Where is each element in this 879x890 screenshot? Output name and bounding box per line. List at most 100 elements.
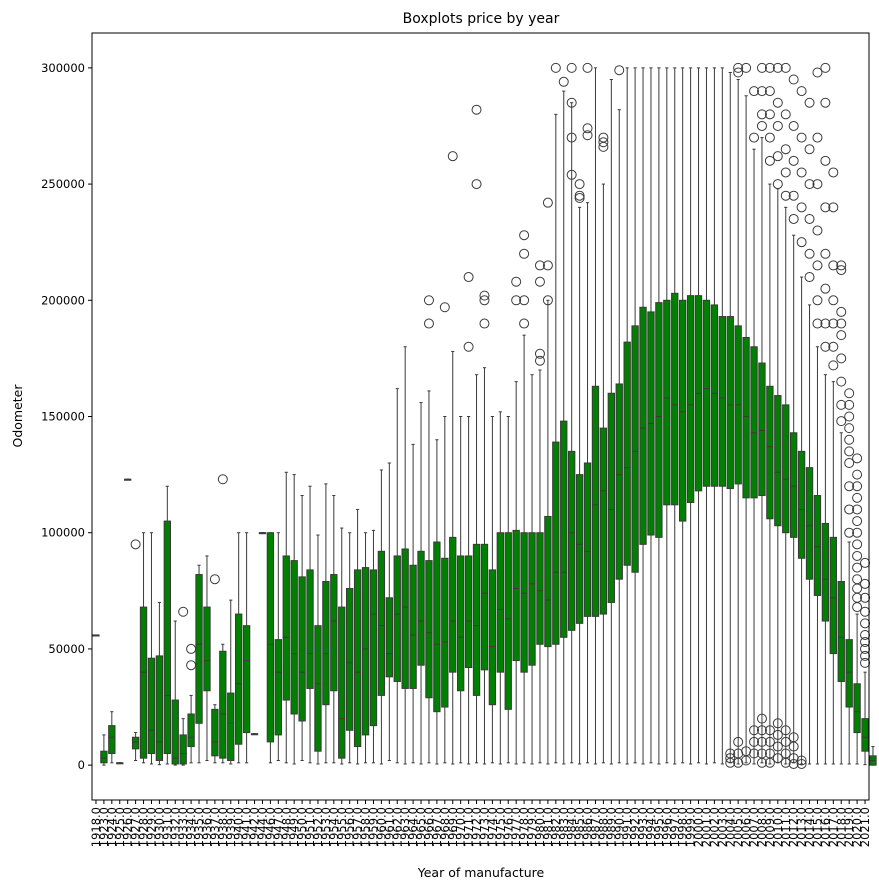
outlier-point bbox=[844, 388, 855, 399]
outlier-point bbox=[209, 574, 220, 585]
x-tick-label: 1963.0 bbox=[398, 807, 412, 847]
outlier-point bbox=[733, 67, 744, 78]
box-iqr bbox=[591, 385, 600, 617]
box-iqr bbox=[552, 441, 560, 645]
box-iqr bbox=[100, 750, 108, 764]
x-tick-label: 1953.0 bbox=[319, 807, 333, 847]
box-1949.0 bbox=[290, 474, 298, 765]
box-iqr bbox=[155, 655, 164, 761]
x-tick-label: 1939.0 bbox=[224, 807, 238, 847]
box-iqr bbox=[726, 316, 734, 490]
outlier-point bbox=[860, 592, 871, 603]
box-iqr bbox=[417, 550, 425, 666]
x-tick-label: 1975.0 bbox=[493, 807, 507, 847]
box-1989.0 bbox=[607, 78, 615, 765]
box-1973.0 bbox=[479, 290, 490, 765]
outlier-point bbox=[852, 527, 863, 538]
outlier-point bbox=[820, 248, 831, 259]
box-1948.0 bbox=[282, 471, 290, 764]
box-iqr bbox=[409, 564, 417, 689]
box-1941.0 bbox=[242, 532, 251, 764]
box-iqr bbox=[195, 574, 203, 724]
box-iqr bbox=[639, 306, 647, 545]
box-2009.0 bbox=[764, 62, 775, 768]
box-2007.0 bbox=[749, 86, 760, 765]
outlier-point bbox=[772, 97, 783, 108]
outlier-point bbox=[788, 190, 799, 201]
box-1932.0 bbox=[171, 620, 179, 766]
box-2010.0 bbox=[772, 62, 783, 764]
x-tick-label: 2011.0 bbox=[779, 807, 793, 847]
outlier-point bbox=[844, 504, 855, 515]
x-tick-label: 1970.0 bbox=[454, 807, 468, 847]
box-iqr bbox=[742, 336, 750, 499]
outlier-point bbox=[733, 62, 744, 73]
box-1936.0 bbox=[203, 555, 211, 761]
box-1953.0 bbox=[322, 483, 330, 764]
x-tick-label: 1946.0 bbox=[263, 807, 277, 847]
outlier-point bbox=[772, 753, 783, 764]
outlier-point bbox=[566, 169, 577, 180]
x-tick-label: 1957.0 bbox=[351, 807, 365, 847]
x-tick-label: 1966.0 bbox=[422, 807, 436, 847]
box-iqr bbox=[575, 474, 584, 624]
box-iqr bbox=[306, 569, 314, 689]
x-tick-label: 1958.0 bbox=[359, 807, 373, 847]
box-iqr bbox=[393, 555, 401, 682]
outlier-point bbox=[582, 62, 593, 73]
x-tick-label: 1955.0 bbox=[335, 807, 349, 847]
box-1960.0 bbox=[377, 469, 386, 765]
x-tick-label: 1964.0 bbox=[406, 807, 420, 847]
box-iqr bbox=[472, 543, 481, 696]
outlier-point bbox=[820, 202, 831, 213]
box-iqr bbox=[361, 567, 370, 736]
x-tick-label: 1947.0 bbox=[271, 807, 285, 847]
outlier-point bbox=[756, 86, 767, 97]
outlier-point bbox=[550, 62, 561, 73]
box-iqr bbox=[322, 581, 330, 706]
box-2003.0 bbox=[718, 67, 726, 765]
x-tick-label: 1933.0 bbox=[176, 807, 190, 847]
outlier-point bbox=[836, 306, 847, 317]
outlier-point bbox=[423, 318, 434, 329]
box-1926.0 bbox=[124, 478, 132, 481]
outlier-point bbox=[796, 237, 807, 248]
outlier-point bbox=[741, 62, 752, 73]
x-tick-label: 2018.0 bbox=[834, 807, 848, 847]
box-iqr bbox=[298, 576, 306, 722]
x-tick-label: 1965.0 bbox=[414, 807, 428, 847]
x-tick-label: 1991.0 bbox=[620, 807, 634, 847]
outlier-point bbox=[566, 62, 577, 73]
box-iqr bbox=[108, 725, 116, 755]
x-tick-label: 1988.0 bbox=[596, 807, 610, 847]
x-tick-label: 1940.0 bbox=[232, 807, 246, 847]
outlier-point bbox=[788, 213, 799, 224]
outlier-point bbox=[574, 179, 585, 190]
outlier-point bbox=[519, 248, 530, 259]
outlier-point bbox=[812, 225, 823, 236]
outlier-point bbox=[860, 618, 871, 629]
x-tick-label: 1979.0 bbox=[525, 807, 539, 847]
outlier-point bbox=[844, 434, 855, 445]
box-2000.0 bbox=[694, 67, 703, 764]
box-iqr bbox=[623, 341, 631, 566]
outlier-point bbox=[582, 123, 593, 134]
box-1925.0 bbox=[116, 762, 124, 765]
y-tick-label: 0 bbox=[78, 758, 85, 772]
x-tick-label: 1938.0 bbox=[216, 807, 230, 847]
box-iqr bbox=[219, 650, 227, 759]
box-iqr bbox=[774, 395, 782, 527]
y-tick-label: 300000 bbox=[41, 61, 85, 75]
box-iqr bbox=[845, 639, 853, 708]
x-tick-label: 1936.0 bbox=[200, 807, 214, 847]
x-tick-label: 2020.0 bbox=[850, 807, 864, 847]
outlier-point bbox=[471, 104, 482, 115]
x-tick-label: 1971.0 bbox=[462, 807, 476, 847]
outlier-point bbox=[749, 748, 760, 759]
outlier-point bbox=[582, 130, 593, 141]
box-1959.0 bbox=[369, 529, 378, 764]
outlier-point bbox=[764, 109, 775, 120]
box-1947.0 bbox=[274, 532, 282, 761]
box-iqr bbox=[369, 569, 378, 727]
